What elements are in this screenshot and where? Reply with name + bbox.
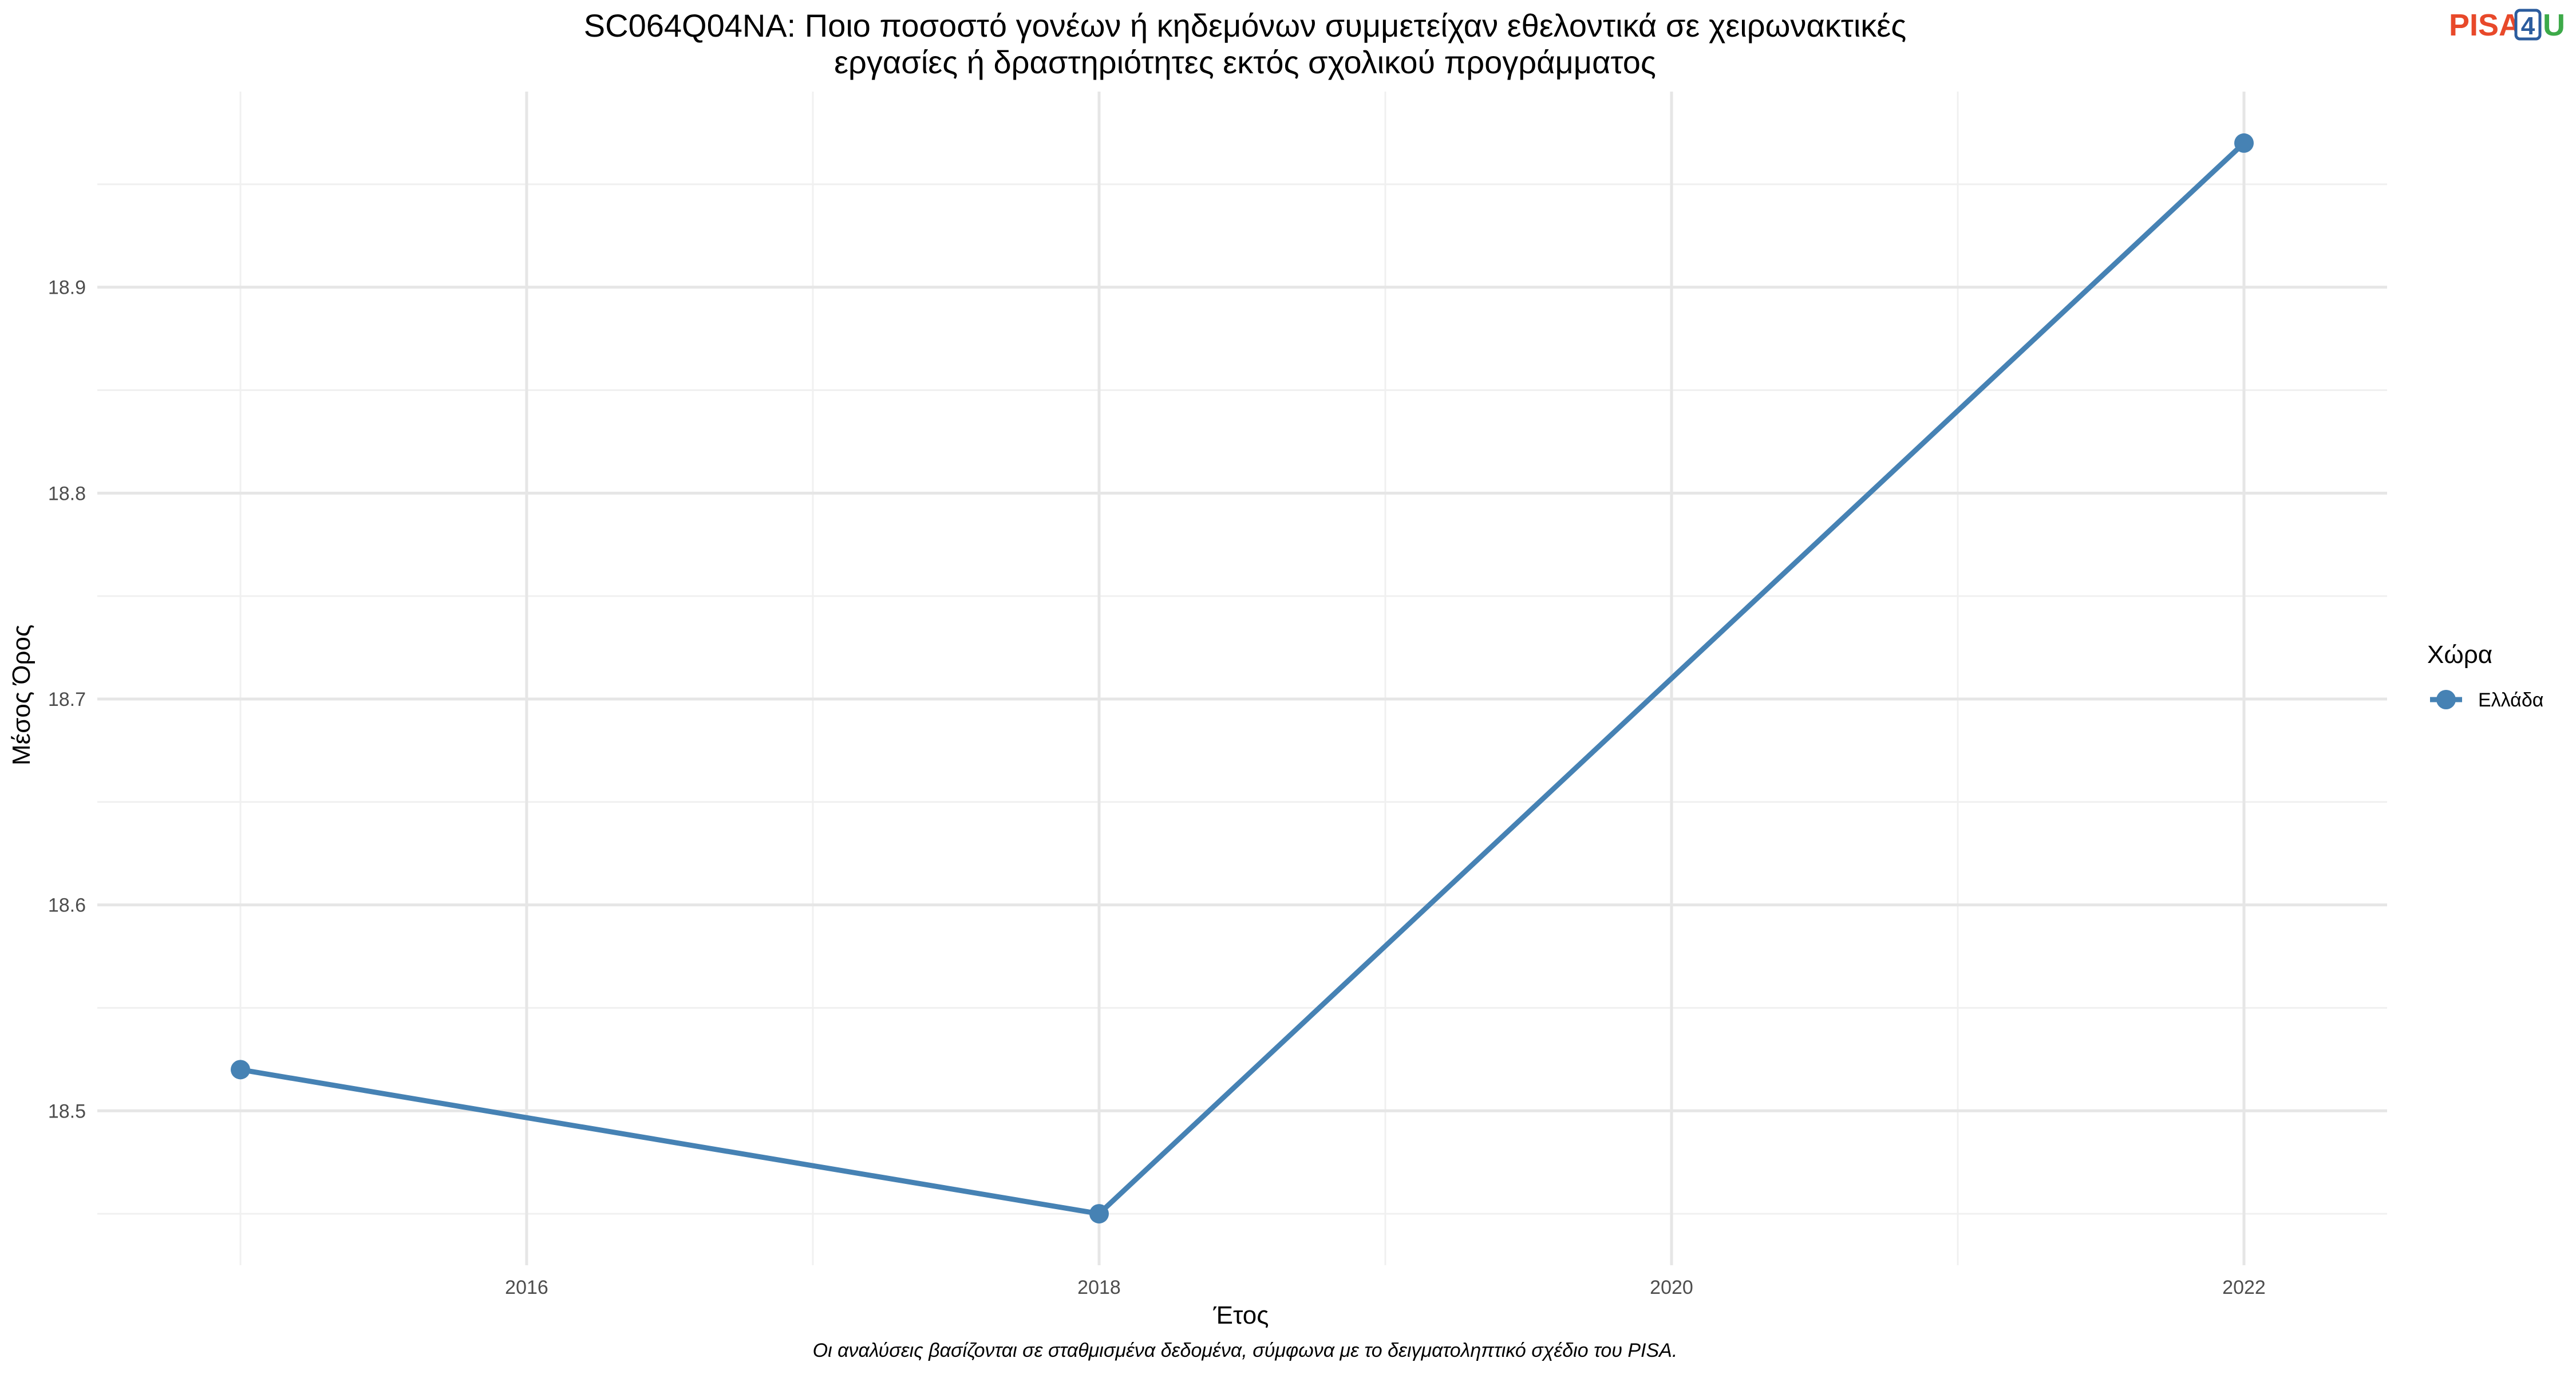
x-tick-label: 2016: [505, 1277, 548, 1298]
chart-title-line-2: εργασίες ή δραστηριότητες εκτός σχολικού…: [834, 44, 1656, 80]
y-tick-label: 18.9: [48, 277, 86, 299]
chart-title-line-1: SC064Q04NA: Ποιο ποσοστό γονέων ή κηδεμό…: [584, 7, 1906, 44]
data-point-2018: [1089, 1204, 1109, 1224]
x-tick-label: 2020: [1650, 1277, 1693, 1298]
y-axis-title: Μέσος Όρος: [7, 625, 35, 765]
data-point-2015: [231, 1060, 250, 1080]
pisa4u-logo: PISA 4 U: [2449, 8, 2565, 42]
y-tick-label: 18.8: [48, 483, 86, 504]
x-axis-title: Έτος: [1213, 1301, 1269, 1329]
x-tick-label: 2018: [1077, 1277, 1121, 1298]
logo-text-u: U: [2543, 8, 2565, 42]
logo-text-pisa: PISA: [2449, 8, 2521, 42]
logo-text-4: 4: [2521, 12, 2535, 40]
x-tick-label: 2022: [2222, 1277, 2266, 1298]
legend: Χώρα Ελλάδα: [2427, 641, 2543, 711]
legend-title: Χώρα: [2427, 641, 2492, 669]
logo-badge: [2514, 9, 2542, 41]
x-tick-labels: 2016 2018 2020 2022: [505, 1277, 2266, 1298]
series-points: [231, 133, 2254, 1224]
y-tick-label: 18.6: [48, 895, 86, 917]
legend-label-ellada: Ελλάδα: [2478, 689, 2543, 711]
data-point-2022: [2234, 133, 2254, 153]
y-tick-labels: 18.5 18.6 18.7 18.8 18.9: [48, 277, 86, 1123]
legend-key-point: [2436, 690, 2456, 709]
y-tick-label: 18.7: [48, 689, 86, 710]
y-tick-label: 18.5: [48, 1100, 86, 1122]
chart-caption: Οι αναλύσεις βασίζονται σε σταθμισμένα δ…: [813, 1340, 1678, 1361]
